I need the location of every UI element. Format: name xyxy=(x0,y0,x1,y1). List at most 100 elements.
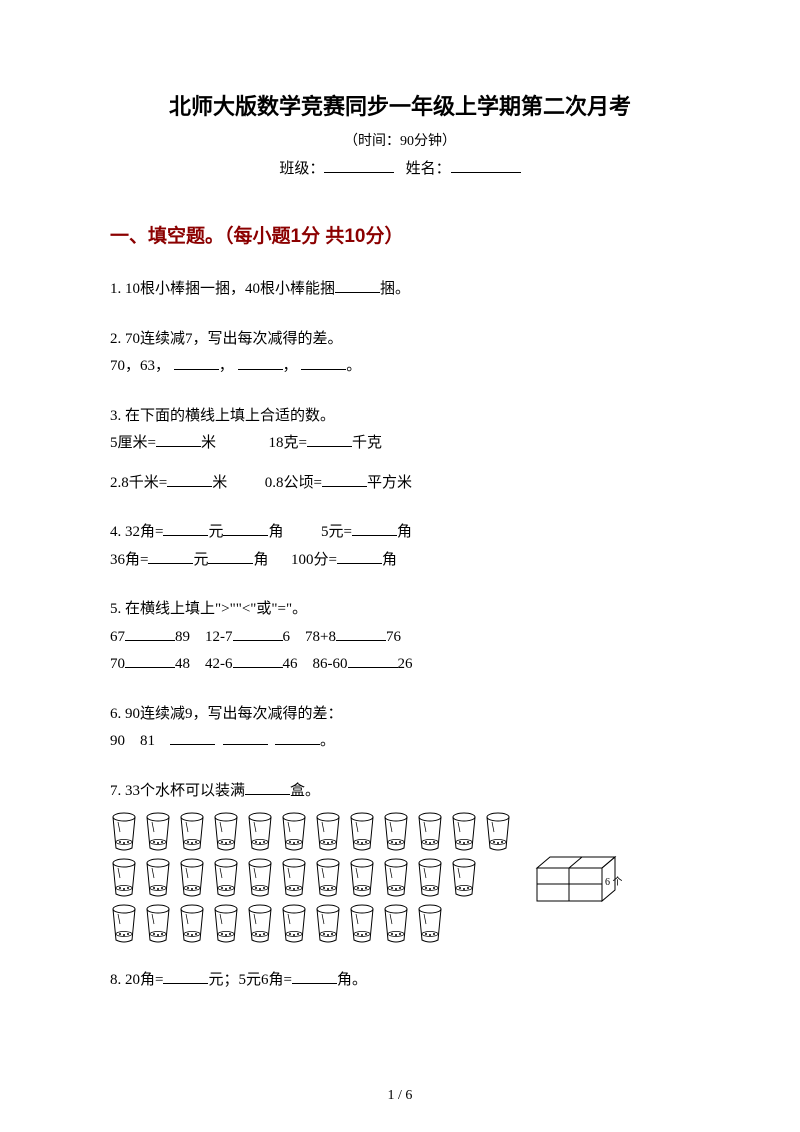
q2-line1: 2. 70连续减7，写出每次减得的差。 xyxy=(110,327,690,353)
q6-b: 81 xyxy=(140,733,155,749)
q5-r2a: 70 xyxy=(110,656,125,672)
cup-icon xyxy=(314,858,342,898)
class-blank[interactable] xyxy=(324,158,394,173)
cup-icon xyxy=(382,904,410,944)
q3-2a: 5厘米= xyxy=(110,435,156,451)
q3-2c: 18克= xyxy=(269,435,307,451)
cup-icon xyxy=(348,812,376,852)
q7-illustration: 6 个 xyxy=(110,812,690,944)
q5-r1d: 6 xyxy=(283,629,291,645)
cup-icon xyxy=(246,904,274,944)
q8-b: 元；5元6角= xyxy=(208,972,291,988)
q3-blank-1[interactable] xyxy=(156,432,201,447)
q4-1e: 角 xyxy=(397,524,412,540)
q4-2d: 100分= xyxy=(291,552,337,568)
cup-icon xyxy=(178,812,206,852)
page-footer: 1 / 6 xyxy=(0,1085,800,1106)
cup-icon xyxy=(246,858,274,898)
q5-blank-1[interactable] xyxy=(125,626,175,641)
cup-icon xyxy=(178,904,206,944)
q7-prefix: 7. 33个水杯可以装满 xyxy=(110,783,245,799)
box-label: 6 个 xyxy=(605,876,622,888)
q5-blank-3[interactable] xyxy=(336,626,386,641)
cup-icon xyxy=(382,812,410,852)
q4-blank-1[interactable] xyxy=(163,521,208,536)
q2-sep2: ， xyxy=(283,358,298,374)
q6-end: 。 xyxy=(320,733,335,749)
q5-blank-6[interactable] xyxy=(348,653,398,668)
q3-line1: 3. 在下面的横线上填上合适的数。 xyxy=(110,404,690,430)
q4-1c: 角 xyxy=(268,524,283,540)
q3-blank-3[interactable] xyxy=(167,472,212,487)
question-1: 1. 10根小棒捆一捆，40根小棒能捆捆。 xyxy=(110,277,690,303)
q4-line1: 4. 32角=元角 5元=角 xyxy=(110,520,690,546)
q3-3c: 0.8公顷= xyxy=(265,475,322,491)
q8-blank-1[interactable] xyxy=(163,969,208,984)
q5-r1c: 12-7 xyxy=(205,629,233,645)
name-blank[interactable] xyxy=(451,158,521,173)
q5-r1b: 89 xyxy=(175,629,190,645)
q2-blank-3[interactable] xyxy=(301,355,346,370)
q2-blank-2[interactable] xyxy=(238,355,283,370)
cups-row xyxy=(110,858,512,898)
q3-3d: 平方米 xyxy=(367,475,412,491)
class-label: 班级： xyxy=(279,161,324,177)
cup-icon xyxy=(382,858,410,898)
question-8: 8. 20角=元；5元6角=角。 xyxy=(110,968,690,994)
q6-blank-3[interactable] xyxy=(275,730,320,745)
q5-blank-5[interactable] xyxy=(233,653,283,668)
q3-3b: 米 xyxy=(212,475,227,491)
q5-r2e: 86-60 xyxy=(313,656,348,672)
q5-blank-2[interactable] xyxy=(233,626,283,641)
q1-blank[interactable] xyxy=(335,278,380,293)
cup-icon xyxy=(110,812,138,852)
q6-a: 90 xyxy=(110,733,125,749)
q4-blank-6[interactable] xyxy=(337,549,382,564)
q4-blank-3[interactable] xyxy=(352,521,397,536)
q4-blank-5[interactable] xyxy=(208,549,253,564)
q4-blank-4[interactable] xyxy=(148,549,193,564)
question-6: 6. 90连续减9，写出每次减得的差： 90 81 。 xyxy=(110,702,690,755)
cup-icon xyxy=(144,858,172,898)
q5-r2d: 46 xyxy=(283,656,298,672)
cup-icon xyxy=(178,858,206,898)
q3-blank-2[interactable] xyxy=(307,432,352,447)
cup-icon xyxy=(110,904,138,944)
q2-blank-1[interactable] xyxy=(174,355,219,370)
cup-icon xyxy=(450,858,478,898)
q4-1b: 元 xyxy=(208,524,223,540)
cup-icon xyxy=(348,904,376,944)
q3-line2: 5厘米=米 18克=千克 xyxy=(110,431,690,457)
exam-time: （时间：90分钟） xyxy=(110,131,690,152)
student-info-line: 班级： 姓名： xyxy=(110,158,690,181)
q7-blank[interactable] xyxy=(245,780,290,795)
q4-2c: 角 xyxy=(253,552,268,568)
q6-line2: 90 81 。 xyxy=(110,729,690,755)
q4-2a: 36角= xyxy=(110,552,148,568)
question-3: 3. 在下面的横线上填上合适的数。 5厘米=米 18克=千克 2.8千米= 米 0… xyxy=(110,404,690,497)
cup-icon xyxy=(484,812,512,852)
q6-blank-1[interactable] xyxy=(170,730,215,745)
q1-prefix: 1. 10根小棒捆一捆，40根小棒能捆 xyxy=(110,281,335,297)
cup-icon xyxy=(450,812,478,852)
cup-icon xyxy=(212,812,240,852)
q7-text: 7. 33个水杯可以装满盒。 xyxy=(110,779,690,805)
q4-blank-2[interactable] xyxy=(223,521,268,536)
cup-icon xyxy=(144,812,172,852)
q3-blank-4[interactable] xyxy=(322,472,367,487)
question-5: 5. 在横线上填上">""<"或"="。 6789 12-76 78+876 7… xyxy=(110,597,690,678)
q4-1a: 4. 32角= xyxy=(110,524,163,540)
q5-r1f: 76 xyxy=(386,629,401,645)
q5-r1a: 67 xyxy=(110,629,125,645)
q8-a: 8. 20角= xyxy=(110,972,163,988)
q5-blank-4[interactable] xyxy=(125,653,175,668)
question-4: 4. 32角=元角 5元=角 36角=元角 100分=角 xyxy=(110,520,690,573)
q6-blank-2[interactable] xyxy=(223,730,268,745)
q4-2e: 角 xyxy=(382,552,397,568)
q3-3a: 2.8千米= xyxy=(110,475,167,491)
q2-line2: 70，63， ， ， 。 xyxy=(110,354,690,380)
q4-2b: 元 xyxy=(193,552,208,568)
q8-blank-2[interactable] xyxy=(292,969,337,984)
q5-r1e: 78+8 xyxy=(305,629,336,645)
q2-sep1: ， xyxy=(219,358,234,374)
